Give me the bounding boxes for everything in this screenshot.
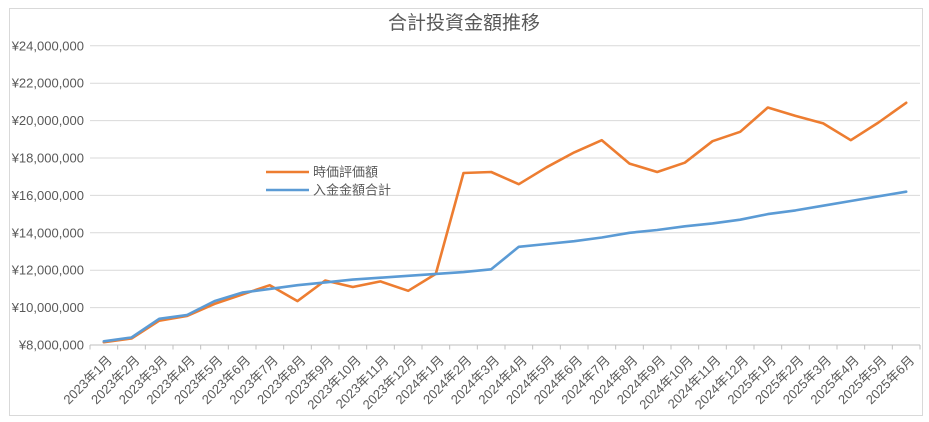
y-axis-tick-label: ¥20,000,000	[11, 113, 84, 128]
y-axis-tick-label: ¥10,000,000	[11, 300, 84, 315]
y-axis-tick-label: ¥24,000,000	[11, 38, 84, 53]
market-value-line	[102, 101, 908, 344]
chart-frame	[9, 8, 923, 416]
y-axis-tick-label: ¥14,000,000	[11, 225, 84, 240]
deposit-total-line	[102, 190, 908, 343]
y-axis-tick-label: ¥18,000,000	[11, 151, 84, 166]
y-axis-tick-label: ¥22,000,000	[11, 76, 84, 91]
y-axis-tick-label: ¥8,000,000	[18, 338, 84, 353]
y-axis-tick-label: ¥16,000,000	[11, 188, 84, 203]
legend-label: 時価評価額	[313, 165, 378, 180]
y-axis-tick-label: ¥12,000,000	[11, 263, 84, 278]
legend-label: 入金金額合計	[313, 183, 391, 198]
chart-title: 合計投資金額推移	[388, 12, 540, 34]
